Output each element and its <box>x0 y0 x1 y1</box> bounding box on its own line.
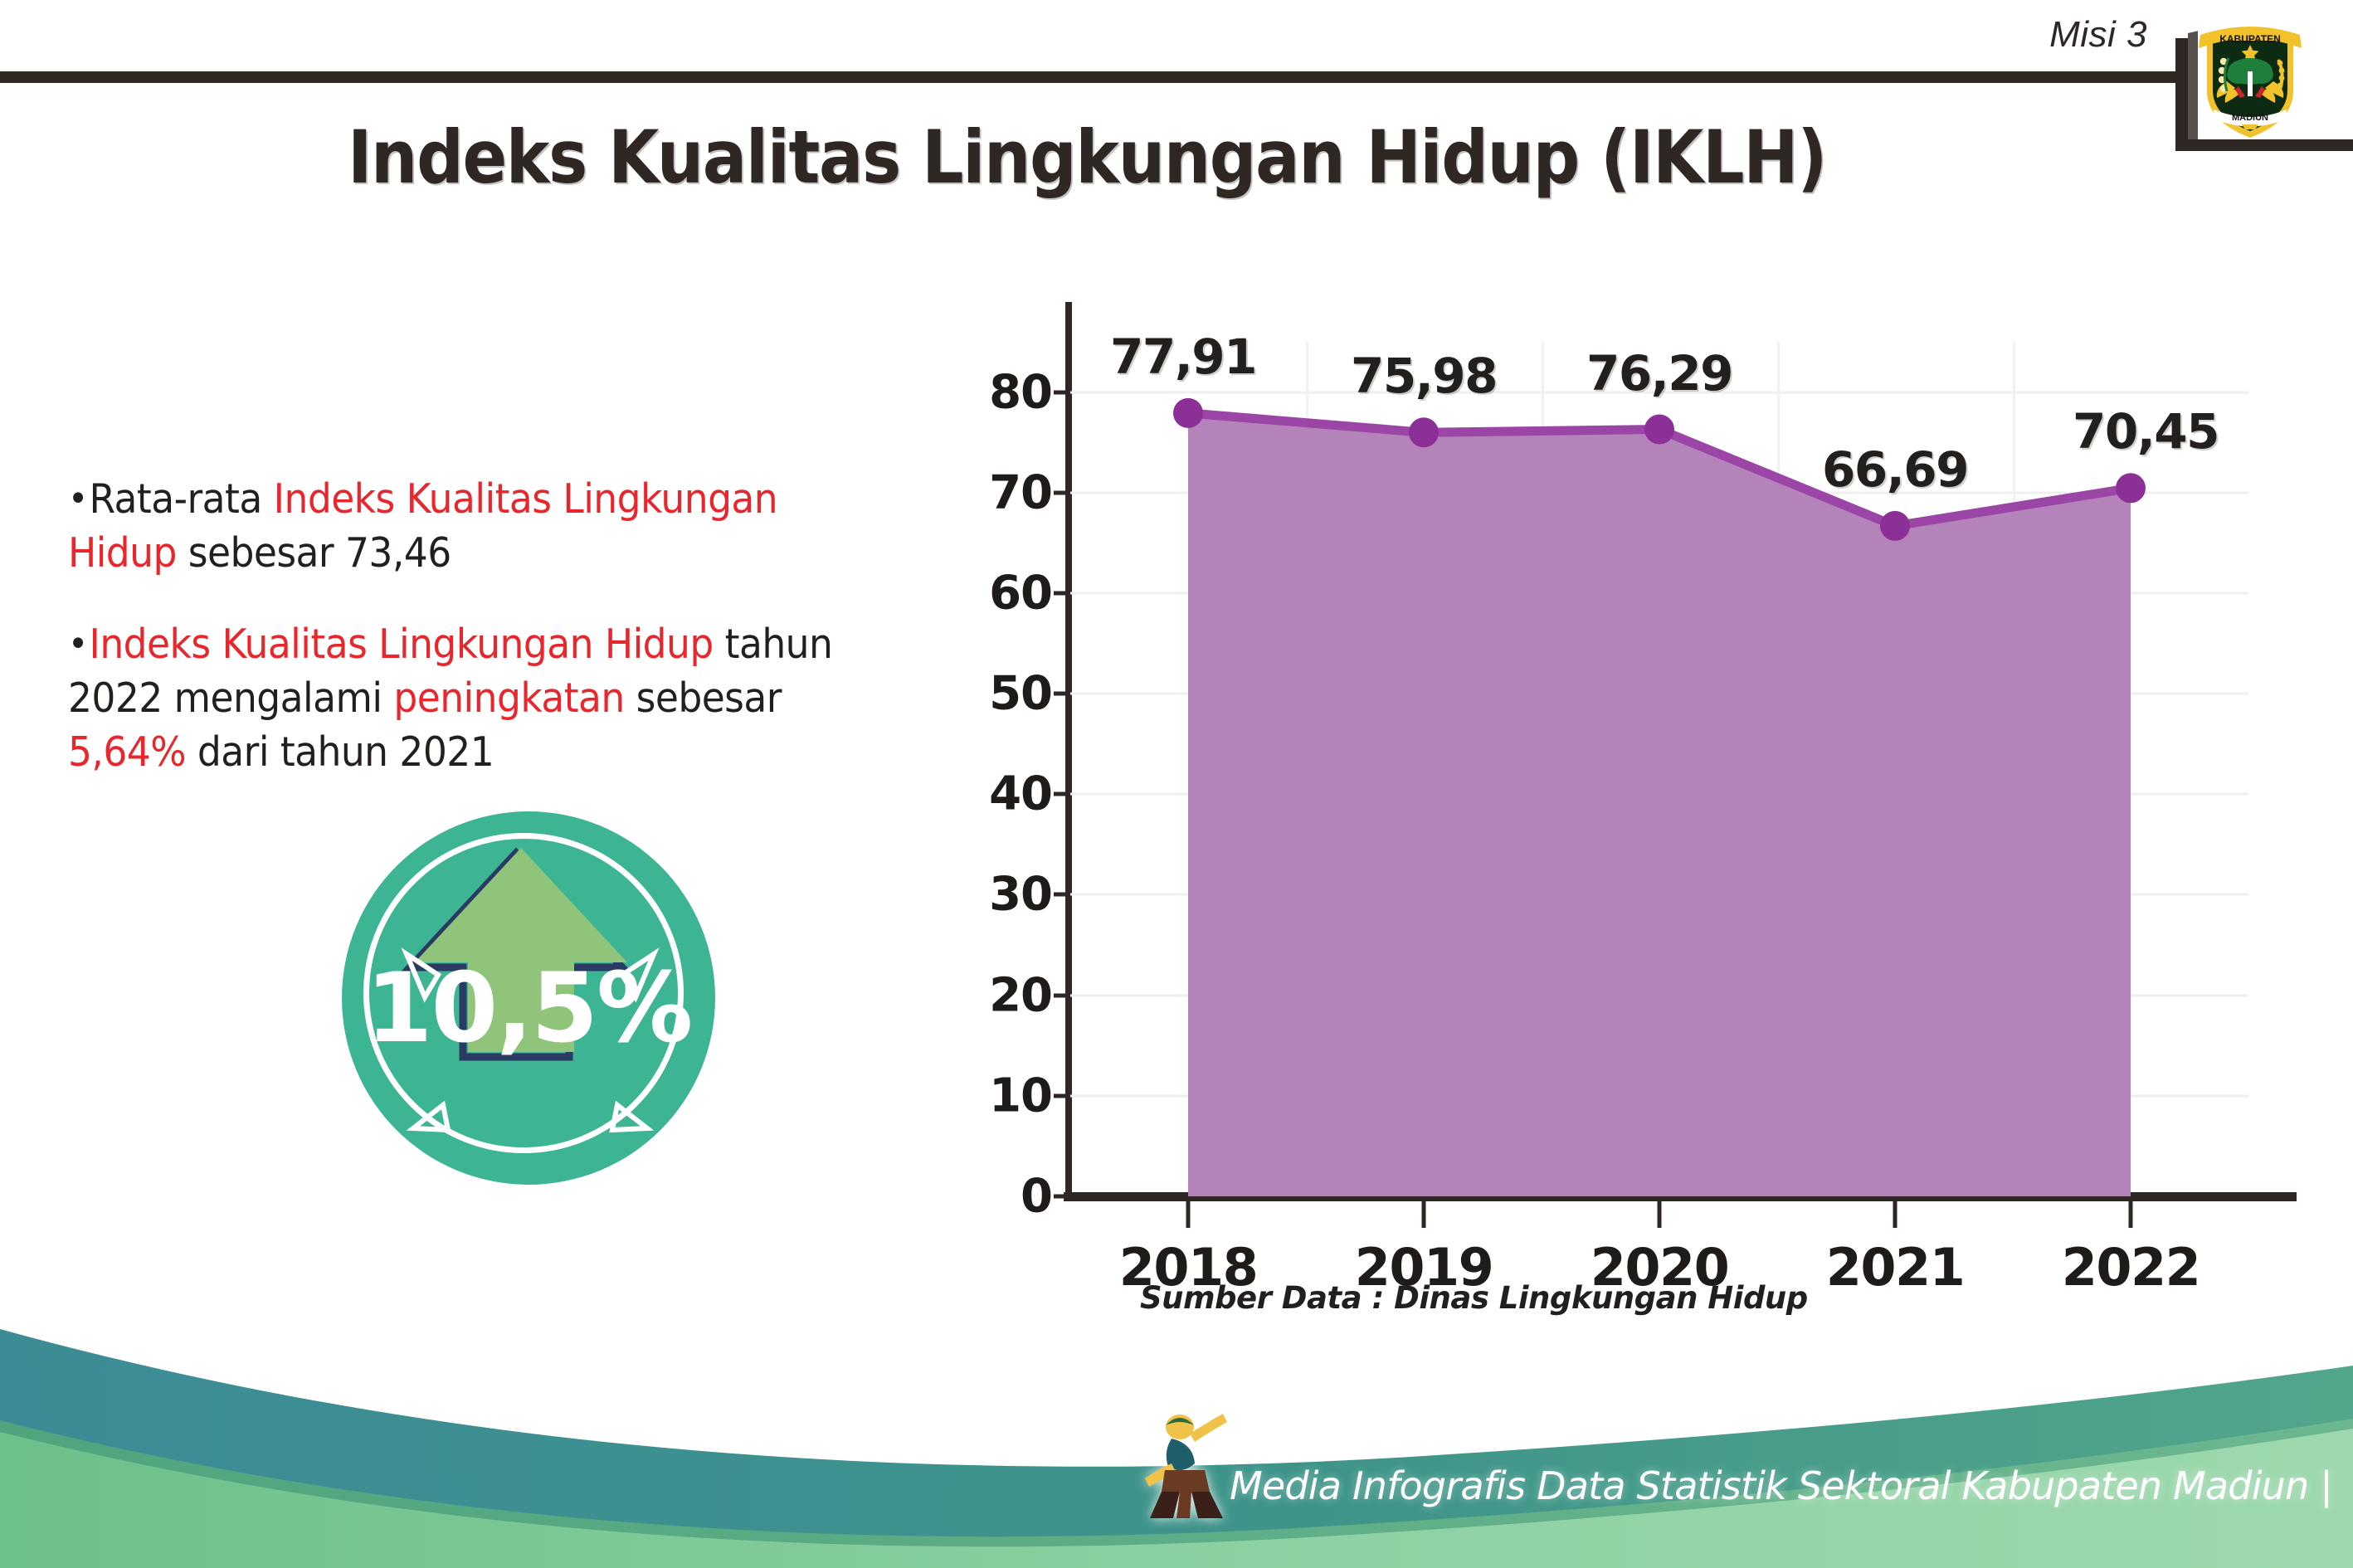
x-axis-tick-mark <box>1421 1201 1426 1228</box>
iklh-area-chart: 0 10 20 30 40 50 60 70 80 2018 2019 2020 2021 2022 7… <box>969 290 2297 1298</box>
badge-inner-ring <box>363 833 684 1153</box>
dancer-icon <box>1145 1414 1227 1518</box>
chart-data-label: 66,69 <box>1822 441 1969 498</box>
bullet-marker: • <box>68 478 88 520</box>
bullet-text-1-2: peningkatan <box>393 674 625 723</box>
y-axis-tick-mark <box>1054 490 1070 495</box>
y-axis-tick-mark <box>1054 1093 1070 1098</box>
bullet-item: •Indeks Kualitas Lingkungan Hidup tahun … <box>68 618 886 779</box>
svg-text:MADIUN: MADIUN <box>2232 113 2268 123</box>
y-axis-line <box>1065 302 1072 1196</box>
chart-marker <box>1173 397 1203 428</box>
increase-badge: 10,5% <box>332 772 747 1186</box>
bullet-text-1-4: 5,64% <box>68 728 187 776</box>
x-axis-tick-mark <box>1186 1201 1191 1228</box>
badge-ray-triangles <box>401 947 660 1133</box>
bullet-text-0-1: Indeks Kualitas Lingkungan Hidup <box>68 475 778 577</box>
y-axis-tick-label: 80 <box>989 365 1053 420</box>
chart-plot-area: 0 10 20 30 40 50 60 70 80 2018 2019 2020 2021 2022 7… <box>989 302 2297 1298</box>
bullet-text-1-3: sebesar <box>624 674 782 723</box>
bullet-text-1-1: tahun 2022 mengalami <box>68 621 833 723</box>
x-axis-tick-mark <box>1893 1201 1898 1228</box>
x-axis-tick-label: 2019 <box>1354 1237 1494 1298</box>
bullet-text-0-0: Rata-rata <box>89 475 274 523</box>
horizontal-gridline <box>1070 391 2248 394</box>
y-axis-tick-label: 0 <box>1021 1169 1053 1224</box>
x-axis-line <box>1064 1192 2297 1201</box>
bullet-text-1-0: Indeks Kualitas Lingkungan Hidup <box>89 621 714 669</box>
x-axis-tick-label: 2021 <box>1825 1237 1966 1298</box>
x-axis-tick-label: 2020 <box>1590 1237 1730 1298</box>
svg-text:KABUPATEN: KABUPATEN <box>2219 33 2281 45</box>
header-bracket-bottom <box>2175 139 2353 151</box>
chart-data-label: 75,98 <box>1351 348 1498 405</box>
y-axis-tick-mark <box>1054 892 1070 897</box>
chart-markers <box>1173 397 2146 541</box>
arrow-up-icon <box>401 847 631 1061</box>
page-title: Indeks Kualitas Lingkungan Hidup (IKLH) <box>347 114 1827 200</box>
y-axis-tick-mark <box>1054 390 1070 395</box>
y-axis-tick-mark <box>1054 791 1070 796</box>
chart-source-note: Sumber Data : Dinas Lingkungan Hidup <box>1140 1280 1808 1316</box>
y-axis-tick-label: 30 <box>989 867 1053 922</box>
chart-data-label: 70,45 <box>2073 403 2219 460</box>
y-axis-tick-mark <box>1054 1194 1070 1199</box>
y-axis-tick-label: 50 <box>989 666 1053 721</box>
x-axis-tick-mark <box>1657 1201 1662 1228</box>
x-axis-tick-label: 2022 <box>2061 1237 2201 1298</box>
bullet-list: •Rata-rata Indeks Kualitas Lingkungan Hi… <box>68 473 948 817</box>
chart-data-label: 76,29 <box>1586 344 1733 402</box>
header-bracket-vertical <box>2175 38 2188 150</box>
chart-marker <box>1644 414 1674 445</box>
x-axis-tick-mark <box>2128 1201 2133 1228</box>
badge-value: 10,5% <box>365 952 693 1064</box>
kabupaten-madiun-logo-icon: KABUPATEN MADIUN <box>2199 27 2302 138</box>
mission-label: Misi 3 <box>2049 14 2147 55</box>
chart-series <box>1173 397 2146 1196</box>
y-axis-tick-label: 70 <box>989 465 1053 520</box>
y-axis-tick-mark <box>1054 591 1070 596</box>
header-rule <box>0 71 2187 83</box>
x-axis-tick-label: 2018 <box>1118 1237 1259 1298</box>
chart-data-label: 77,91 <box>1110 328 1257 385</box>
bullet-text-0-2: sebesar 73,46 <box>176 528 451 577</box>
y-axis-tick-mark <box>1054 691 1070 696</box>
bullet-text-1-5: dari tahun 2021 <box>185 728 494 776</box>
y-axis-tick-mark <box>1054 993 1070 998</box>
chart-marker <box>1409 417 1439 448</box>
footer-caption: Media Infografis Data Statistik Sektoral… <box>1230 1463 2333 1508</box>
bullet-marker: • <box>68 623 88 666</box>
chart-area-fill <box>1188 412 2131 1196</box>
chart-marker <box>1880 510 1910 541</box>
y-axis-tick-label: 10 <box>989 1069 1053 1123</box>
chart-marker <box>2116 473 2146 504</box>
y-axis-tick-label: 20 <box>989 968 1053 1023</box>
bullet-item: •Rata-rata Indeks Kualitas Lingkungan Hi… <box>68 473 886 580</box>
y-axis-tick-label: 40 <box>989 767 1053 821</box>
footer-wave-decoration <box>0 1329 2353 1568</box>
y-axis-tick-label: 60 <box>989 566 1053 621</box>
